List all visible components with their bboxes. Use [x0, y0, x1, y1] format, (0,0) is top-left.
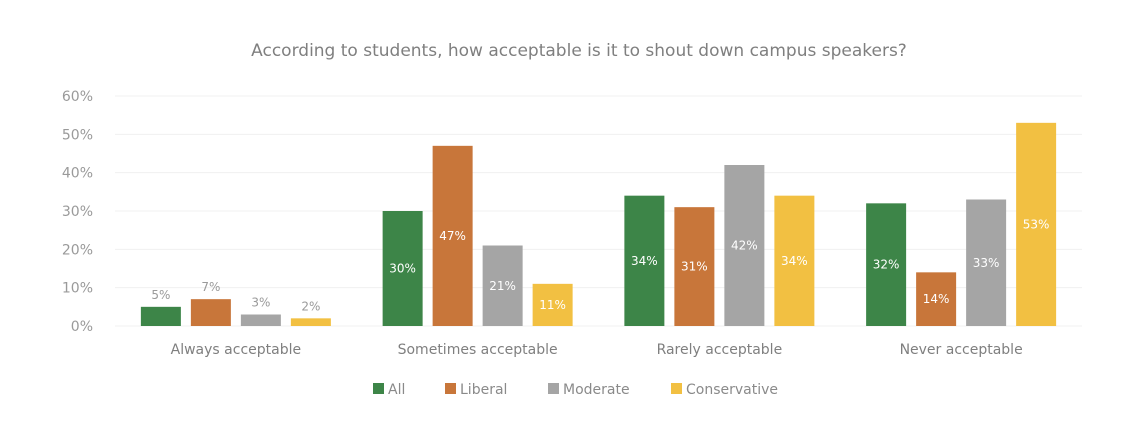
legend-item-conservative: Conservative [671, 382, 778, 398]
bar-moderate-1 [482, 245, 523, 326]
x-axis: Always acceptable Sometimes acceptable Rar… [171, 342, 1023, 358]
bar-moderate-0 [240, 314, 281, 326]
bar-liberal-3 [916, 272, 957, 326]
bar-all-2 [624, 195, 665, 326]
category-label: Never acceptable [900, 342, 1023, 358]
data-label: 14% [923, 292, 950, 306]
legend-label: Moderate [563, 382, 630, 398]
legend-label: All [388, 382, 405, 398]
y-tick-label: 0% [71, 319, 93, 335]
data-label: 7% [201, 280, 220, 294]
bar-moderate-3 [966, 199, 1007, 326]
legend-item-moderate: Moderate [548, 382, 630, 398]
legend-swatch [548, 383, 559, 394]
category-label: Always acceptable [171, 342, 301, 358]
bar-liberal-1 [432, 145, 473, 326]
y-tick-label: 50% [62, 127, 93, 143]
data-label: 33% [973, 256, 1000, 270]
bar-conservative-2 [774, 195, 815, 326]
legend-swatch [671, 383, 682, 394]
legend-item-all: All [373, 382, 405, 398]
y-axis: 0% 10% 20% 30% 40% 50% 60% [62, 89, 93, 335]
y-tick-label: 30% [62, 204, 93, 220]
y-tick-label: 20% [62, 242, 93, 258]
data-label: 47% [439, 229, 466, 243]
bar-liberal-2 [674, 207, 715, 326]
y-tick-label: 60% [62, 89, 93, 105]
bar-moderate-2 [724, 165, 765, 326]
data-label: 5% [151, 288, 170, 302]
data-label: 2% [301, 299, 320, 313]
data-label: 21% [489, 279, 516, 293]
bar-liberal-0 [190, 299, 231, 326]
legend-label: Liberal [460, 382, 507, 398]
bars: 5% 7% 3% 2% 30% 47% 21% 11% 34% 31% 42% 34% 32% 14% 33… [140, 122, 1057, 326]
category-label: Rarely acceptable [657, 342, 783, 358]
legend-item-liberal: Liberal [445, 382, 507, 398]
category-label: Sometimes acceptable [398, 342, 558, 358]
data-label: 30% [389, 262, 416, 276]
data-label: 34% [781, 254, 808, 268]
legend-swatch [373, 383, 384, 394]
y-tick-label: 10% [62, 281, 93, 297]
bar-all-1 [382, 211, 423, 326]
data-label: 11% [539, 298, 566, 312]
bar-all-0 [140, 306, 181, 326]
legend-label: Conservative [686, 382, 778, 398]
legend: All Liberal Moderate Conservative [373, 382, 778, 398]
data-label: 32% [873, 258, 900, 272]
data-label: 42% [731, 239, 758, 253]
chart-title: According to students, how acceptable is… [251, 41, 907, 61]
bar-all-3 [866, 203, 907, 326]
data-label: 34% [631, 254, 658, 268]
bar-conservative-1 [532, 283, 573, 326]
data-label: 3% [251, 296, 270, 310]
data-label: 31% [681, 260, 708, 274]
legend-swatch [445, 383, 456, 394]
bar-conservative-0 [290, 318, 331, 326]
bar-conservative-3 [1016, 122, 1057, 326]
gridlines [115, 95, 1082, 327]
y-tick-label: 40% [62, 166, 93, 182]
data-label: 53% [1023, 217, 1050, 231]
